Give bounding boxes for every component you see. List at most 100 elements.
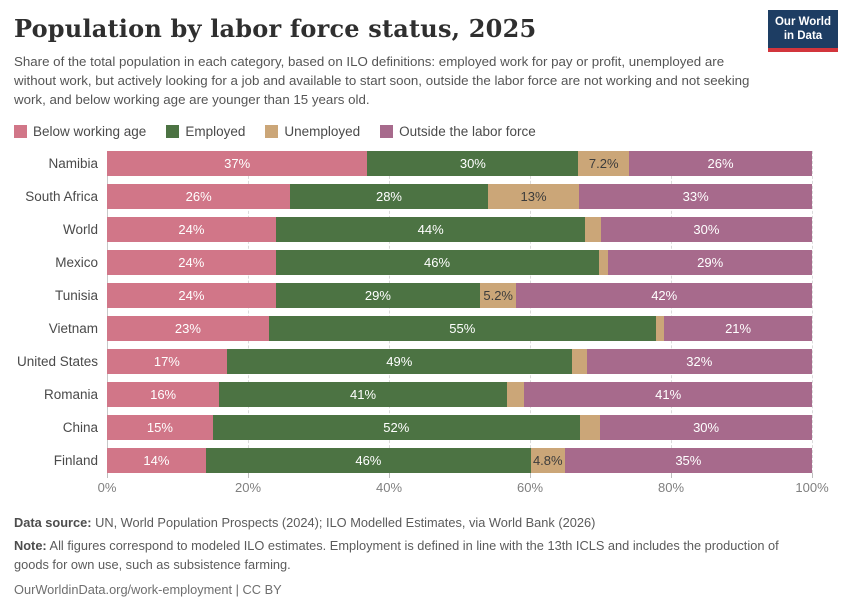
bar-segment-below-working-age[interactable]: 16% bbox=[107, 381, 220, 407]
bar-stack: 24% 29% 5.2% 42% bbox=[107, 282, 812, 308]
country-label[interactable]: Finland bbox=[53, 452, 98, 468]
bar-stack: 23% 55% 21% bbox=[107, 315, 812, 341]
bar-segment-outside-the-labor-force[interactable]: 21% bbox=[664, 315, 812, 341]
bar-segment-employed[interactable]: 46% bbox=[205, 447, 531, 473]
bar-segment-unemployed[interactable]: 7.2% bbox=[578, 150, 630, 176]
bar-segment-below-working-age[interactable]: 24% bbox=[107, 216, 276, 242]
bar-segment-value: 24% bbox=[178, 254, 205, 270]
owid-logo[interactable]: Our World in Data bbox=[768, 10, 838, 52]
chart-subtitle: Share of the total population in each ca… bbox=[14, 54, 750, 107]
country-label[interactable]: Namibia bbox=[48, 155, 98, 171]
bar-stack: 15% 52% 30% bbox=[107, 414, 812, 440]
bar-segment-outside-the-labor-force[interactable]: 32% bbox=[586, 348, 812, 374]
bar-segment-value: 55% bbox=[449, 320, 476, 336]
bar-segment-value: 52% bbox=[383, 419, 410, 435]
bar-segment-value: 29% bbox=[364, 287, 391, 303]
bar-segment-below-working-age[interactable]: 14% bbox=[107, 447, 206, 473]
bar-row-mexico: Mexico 24% 46% 29% bbox=[14, 249, 812, 275]
bar-segment-value: 46% bbox=[355, 452, 382, 468]
bar-segment-below-working-age[interactable]: 37% bbox=[107, 150, 368, 176]
stacked-bar-chart: Namibia 37% 30% 7.2% 26% South Africa 26% 28% 13… bbox=[14, 150, 813, 473]
bar-segment-outside-the-labor-force[interactable]: 29% bbox=[608, 249, 812, 275]
axis-tick-label: 60% bbox=[516, 479, 544, 495]
axis-tick-label: 20% bbox=[234, 479, 262, 495]
bar-segment-unemployed[interactable]: 5.2% bbox=[479, 282, 517, 308]
bar-segment-outside-the-labor-force[interactable]: 30% bbox=[600, 216, 812, 242]
axis-tick-label: 100% bbox=[795, 479, 829, 495]
citation-link[interactable]: OurWorldinData.org/work-employment | CC … bbox=[14, 582, 282, 598]
bar-segment-outside-the-labor-force[interactable]: 35% bbox=[564, 447, 812, 473]
country-label[interactable]: Mexico bbox=[55, 254, 98, 270]
bar-segment-unemployed[interactable]: 4.8% bbox=[530, 447, 565, 473]
bar-stack: 24% 46% 29% bbox=[107, 249, 812, 275]
axis-tick-label: 80% bbox=[657, 479, 685, 495]
bar-stack: 26% 28% 13% 33% bbox=[107, 183, 812, 209]
bar-row-romania: Romania 16% 41% 41% bbox=[14, 381, 812, 407]
bar-segment-employed[interactable]: 29% bbox=[275, 282, 480, 308]
bar-stack: 24% 44% 30% bbox=[107, 216, 812, 242]
bar-segment-employed[interactable]: 30% bbox=[367, 150, 579, 176]
page-title: Population by labor force status, 2025 bbox=[14, 14, 537, 43]
bar-segment-below-working-age[interactable]: 23% bbox=[107, 315, 269, 341]
bar-segment-value: 23% bbox=[174, 320, 201, 336]
bar-segment-employed[interactable]: 49% bbox=[226, 348, 572, 374]
bar-segment-employed[interactable]: 52% bbox=[212, 414, 580, 440]
bar-segment-outside-the-labor-force[interactable]: 41% bbox=[524, 381, 812, 407]
data-source-label: Data source: bbox=[14, 514, 92, 530]
bar-segment-value: 30% bbox=[459, 155, 486, 171]
bar-segment-unemployed[interactable] bbox=[579, 414, 601, 440]
bar-row-vietnam: Vietnam 23% 55% 21% bbox=[14, 315, 812, 341]
bar-segment-outside-the-labor-force[interactable]: 33% bbox=[579, 183, 812, 209]
country-label[interactable]: Tunisia bbox=[54, 287, 98, 303]
bar-segment-value: 7.2% bbox=[588, 155, 619, 171]
legend-swatch-icon bbox=[14, 124, 27, 138]
bar-segment-value: 4.8% bbox=[532, 452, 563, 468]
bar-segment-employed[interactable]: 44% bbox=[275, 216, 586, 242]
bar-segment-value: 15% bbox=[146, 419, 173, 435]
bar-segment-outside-the-labor-force[interactable]: 42% bbox=[516, 282, 812, 308]
bar-segment-value: 28% bbox=[375, 188, 402, 204]
bar-segment-value: 41% bbox=[655, 386, 682, 402]
gridline bbox=[812, 150, 813, 473]
axis-tick-mark bbox=[389, 472, 390, 478]
bar-segment-employed[interactable]: 55% bbox=[268, 315, 656, 341]
bar-segment-unemployed[interactable] bbox=[571, 348, 587, 374]
bar-segment-unemployed[interactable]: 13% bbox=[487, 183, 580, 209]
axis-tick-mark bbox=[530, 472, 531, 478]
bar-row-world: World 24% 44% 30% bbox=[14, 216, 812, 242]
country-label[interactable]: China bbox=[62, 419, 98, 435]
bar-segment-value: 21% bbox=[725, 320, 752, 336]
bar-segment-below-working-age[interactable]: 26% bbox=[107, 183, 291, 209]
bar-segment-employed[interactable]: 46% bbox=[275, 249, 599, 275]
bar-segment-unemployed[interactable] bbox=[655, 315, 665, 341]
bar-segment-below-working-age[interactable]: 17% bbox=[107, 348, 227, 374]
legend-swatch-icon bbox=[380, 124, 394, 138]
bar-row-china: China 15% 52% 30% bbox=[14, 414, 812, 440]
bar-stack: 14% 46% 4.8% 35% bbox=[107, 447, 812, 473]
country-label[interactable]: United States bbox=[16, 353, 98, 369]
bar-segment-unemployed[interactable] bbox=[598, 249, 609, 275]
bar-segment-unemployed[interactable] bbox=[585, 216, 601, 242]
bar-segment-value: 29% bbox=[697, 254, 724, 270]
bar-segment-employed[interactable]: 41% bbox=[219, 381, 507, 407]
bar-segment-value: 41% bbox=[350, 386, 377, 402]
legend-item-employed: Employed bbox=[166, 124, 245, 139]
country-label[interactable]: Romania bbox=[43, 386, 98, 402]
bar-segment-unemployed[interactable] bbox=[506, 381, 525, 407]
bar-segment-outside-the-labor-force[interactable]: 26% bbox=[629, 150, 812, 176]
country-label[interactable]: Vietnam bbox=[48, 320, 98, 336]
bar-segment-below-working-age[interactable]: 24% bbox=[107, 249, 276, 275]
bar-segment-value: 16% bbox=[150, 386, 177, 402]
bar-segment-below-working-age[interactable]: 24% bbox=[107, 282, 276, 308]
legend-label: Below working age bbox=[33, 123, 147, 139]
country-label[interactable]: World bbox=[62, 221, 98, 237]
bar-row-tunisia: Tunisia 24% 29% 5.2% 42% bbox=[14, 282, 812, 308]
bar-segment-below-working-age[interactable]: 15% bbox=[107, 414, 213, 440]
bar-segment-outside-the-labor-force[interactable]: 30% bbox=[600, 414, 812, 440]
bar-segment-value: 30% bbox=[693, 419, 720, 435]
country-label[interactable]: South Africa bbox=[25, 188, 98, 204]
bar-segment-employed[interactable]: 28% bbox=[290, 183, 488, 209]
bar-segment-value: 26% bbox=[707, 155, 734, 171]
axis-tick-mark bbox=[671, 472, 672, 478]
